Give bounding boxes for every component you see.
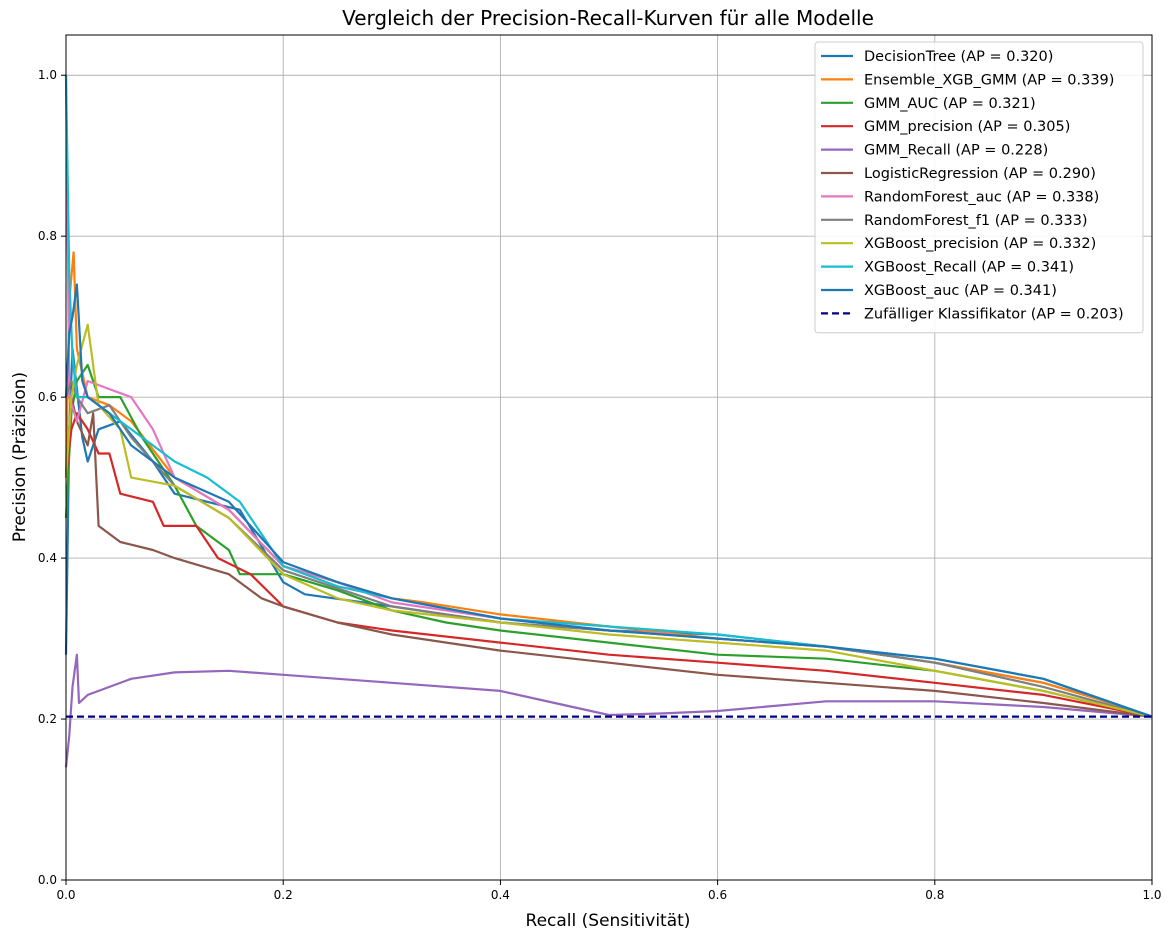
x-tick-label: 0.6 — [708, 888, 727, 902]
legend-entry-label: XGBoost_Recall (AP = 0.341) — [864, 260, 1074, 276]
legend: DecisionTree (AP = 0.320) Ensemble_XGB_GM… — [814, 41, 1144, 334]
series-line-0 — [64, 347, 1153, 718]
series-layer — [64, 75, 1153, 768]
y-tick-label: 0.4 — [38, 551, 57, 565]
legend-entry-label: LogisticRegression (AP = 0.290) — [864, 166, 1096, 182]
series-line-3 — [64, 412, 1153, 718]
legend-entry-label: Zufälliger Klassifikator (AP = 0.203) — [864, 306, 1124, 322]
legend-entry-label: XGBoost_precision (AP = 0.332) — [864, 236, 1096, 252]
y-tick-label: 0.8 — [38, 229, 57, 243]
y-tick-label: 0.0 — [38, 873, 57, 887]
legend-entry-label: RandomForest_auc (AP = 0.338) — [864, 189, 1099, 205]
tick-layer: 0.0 0.2 0.4 0.6 0.8 1.0 0.0 0.2 0.4 0.6 0.8 1.0 — [38, 68, 1162, 902]
legend-entry-label: RandomForest_f1 (AP = 0.333) — [864, 213, 1088, 229]
series-line-8 — [64, 323, 1153, 718]
legend-entry-label: Ensemble_XGB_GMM (AP = 0.339) — [864, 72, 1114, 88]
x-tick-label: 0.2 — [274, 888, 293, 902]
chart-title: Vergleich der Precision-Recall-Kurven fü… — [342, 6, 874, 30]
series-line-2 — [64, 363, 1153, 718]
y-tick-label: 0.2 — [38, 712, 57, 726]
legend-entry-label: GMM_precision (AP = 0.305) — [864, 119, 1070, 135]
series-line-10 — [64, 283, 1153, 718]
x-tick-label: 0.0 — [56, 888, 75, 902]
x-tick-label: 1.0 — [1142, 888, 1161, 902]
y-tick-label: 0.6 — [38, 390, 57, 404]
legend-entry-label: XGBoost_auc (AP = 0.341) — [864, 283, 1057, 299]
x-tick-label: 0.8 — [925, 888, 944, 902]
series-line-4 — [64, 653, 1153, 768]
x-axis-label: Recall (Sensitivität) — [526, 911, 691, 931]
legend-box — [814, 41, 1144, 334]
legend-entry-label: GMM_Recall (AP = 0.228) — [864, 143, 1048, 159]
y-tick-label: 1.0 — [38, 68, 57, 82]
y-axis-label: Precision (Präzision) — [10, 372, 30, 542]
legend-entry-label: GMM_AUC (AP = 0.321) — [864, 96, 1036, 112]
legend-entry-label: DecisionTree (AP = 0.320) — [864, 49, 1053, 65]
series-line-7 — [64, 379, 1153, 718]
series-line-5 — [64, 396, 1153, 718]
x-tick-label: 0.4 — [491, 888, 510, 902]
plot-frame — [65, 34, 1153, 881]
